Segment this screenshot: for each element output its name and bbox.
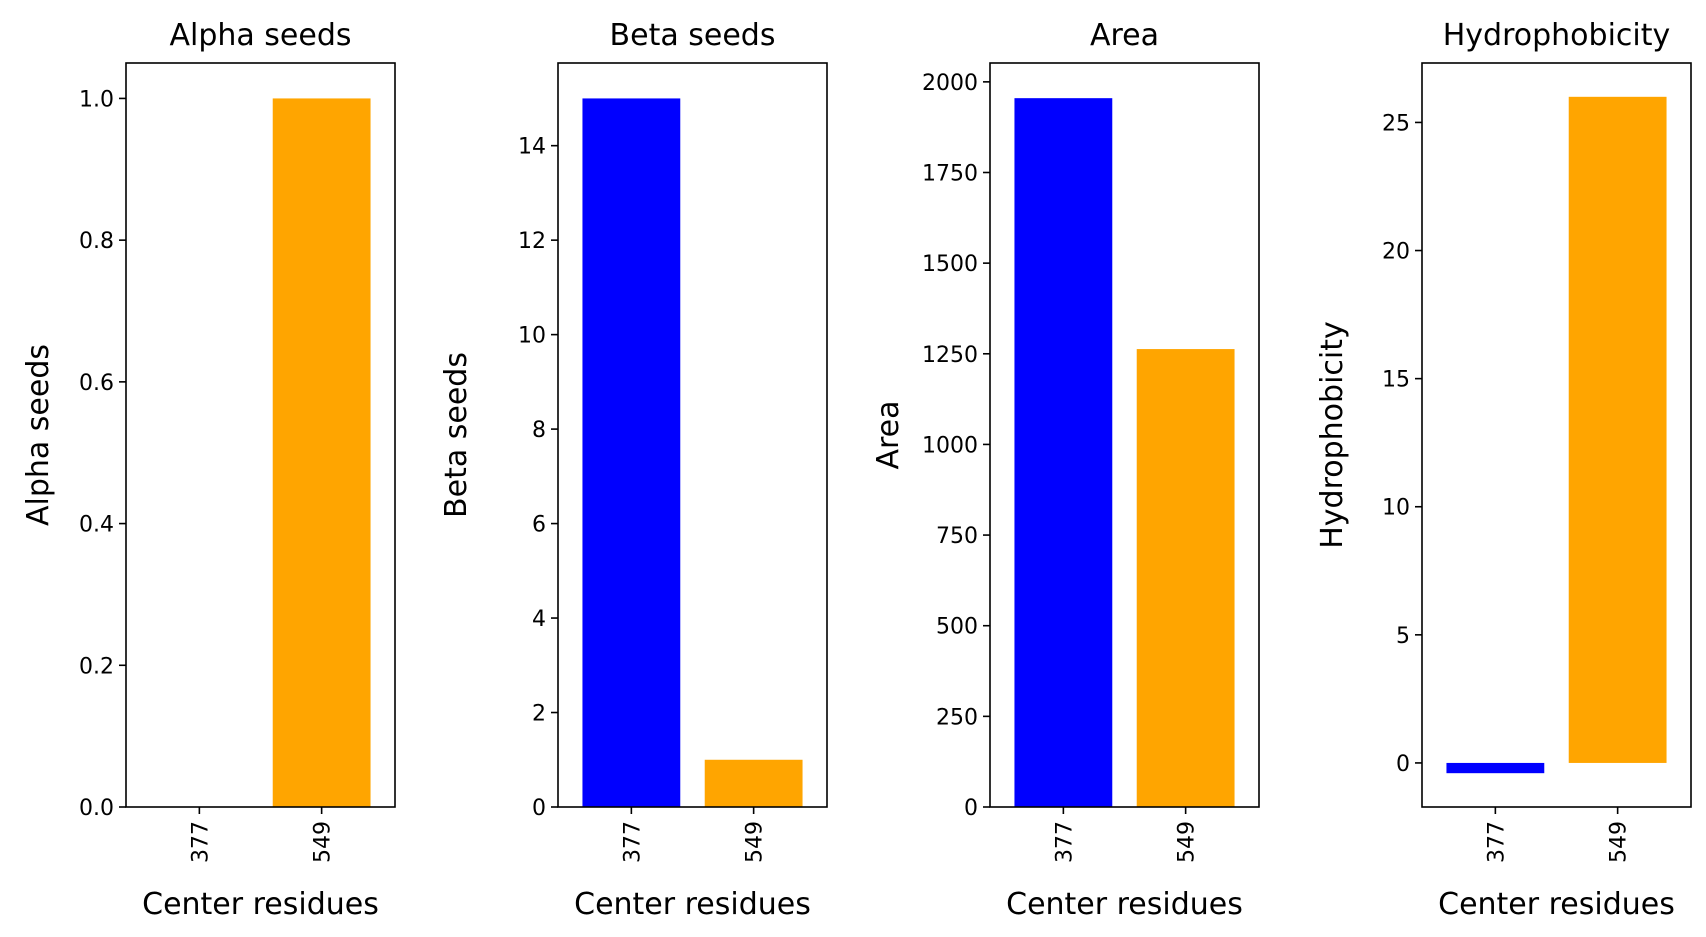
- subplot-title: Hydrophobicity: [1443, 18, 1671, 53]
- x-tick-label: 377: [188, 821, 213, 863]
- x-tick-label: 549: [1175, 821, 1200, 863]
- bar-549: [704, 759, 803, 807]
- y-axis-label: Alpha seeds: [21, 344, 56, 526]
- y-tick-label: 0.0: [79, 796, 114, 821]
- y-tick-label: 2000: [922, 71, 978, 96]
- y-tick-label: 2: [532, 702, 546, 727]
- subplot-1: 0.0 0.2 0.4 0.6 0.8 1.0 377 549 Alpha seeds Cente…: [21, 18, 396, 922]
- y-tick-label: 12: [518, 229, 546, 254]
- y-tick-label: 0.8: [79, 229, 114, 254]
- y-tick-label: 0.4: [79, 513, 114, 538]
- bar-377: [582, 98, 681, 807]
- y-tick-label: 25: [1382, 111, 1410, 136]
- y-tick-label: 0.2: [79, 654, 114, 679]
- y-tick-label: 750: [936, 524, 978, 549]
- y-tick-label: 8: [532, 418, 546, 443]
- bar-549: [1136, 349, 1235, 807]
- x-tick-label: 377: [1052, 821, 1077, 863]
- y-tick-label: 0: [1396, 752, 1410, 777]
- bar-549: [272, 98, 371, 807]
- x-axis-label: Center residues: [574, 887, 811, 922]
- x-tick-label: 549: [743, 821, 768, 863]
- y-tick-label: 15: [1382, 368, 1410, 393]
- y-tick-label: 1000: [922, 433, 978, 458]
- y-tick-label: 0: [532, 796, 546, 821]
- bar-377: [1446, 762, 1545, 774]
- y-tick-label: 0: [964, 796, 978, 821]
- y-tick-label: 4: [532, 607, 546, 632]
- y-axis-label: Beta seeds: [439, 352, 474, 518]
- x-tick-label: 549: [311, 821, 336, 863]
- y-tick-label: 14: [518, 135, 546, 160]
- x-tick-label: 377: [620, 821, 645, 863]
- x-axis-label: Center residues: [1006, 887, 1243, 922]
- subplot-3: 0 250 500 750 1000 1250 1500 1750 2000 377 549 Area…: [871, 18, 1260, 922]
- x-tick-label: 377: [1484, 821, 1509, 863]
- plot-frame: [125, 62, 396, 808]
- plot-frame: [557, 62, 828, 808]
- plot-frame: [1421, 62, 1692, 808]
- x-tick-label: 549: [1607, 821, 1632, 863]
- y-tick-label: 10: [518, 324, 546, 349]
- bar-549: [1568, 96, 1667, 763]
- x-axis-label: Center residues: [1438, 887, 1675, 922]
- y-tick-label: 6: [532, 513, 546, 538]
- y-axis-label: Hydrophobicity: [1315, 321, 1350, 549]
- y-tick-label: 5: [1396, 624, 1410, 649]
- y-tick-label: 1250: [922, 343, 978, 368]
- y-tick-label: 1.0: [79, 87, 114, 112]
- x-axis-label: Center residues: [142, 887, 379, 922]
- y-tick-label: 10: [1382, 496, 1410, 521]
- y-tick-label: 20: [1382, 240, 1410, 265]
- y-tick-label: 0.6: [79, 371, 114, 396]
- y-axis-label: Area: [871, 400, 906, 469]
- subplot-title: Beta seeds: [610, 18, 776, 53]
- y-tick-label: 250: [936, 705, 978, 730]
- subplot-title: Alpha seeds: [169, 18, 351, 53]
- plot-frame: [989, 62, 1260, 808]
- y-tick-label: 500: [936, 615, 978, 640]
- subplot-2: 0 2 4 6 8 10 12 14 377 549 Beta seeds Center residu…: [439, 18, 828, 922]
- subplot-4: 0 5 10 15 20 25 377 549 Hydrophobicity Center res…: [1315, 18, 1692, 922]
- y-tick-label: 1500: [922, 252, 978, 277]
- y-tick-label: 1750: [922, 161, 978, 186]
- bar-377: [1014, 98, 1113, 807]
- subplot-title: Area: [1090, 18, 1159, 53]
